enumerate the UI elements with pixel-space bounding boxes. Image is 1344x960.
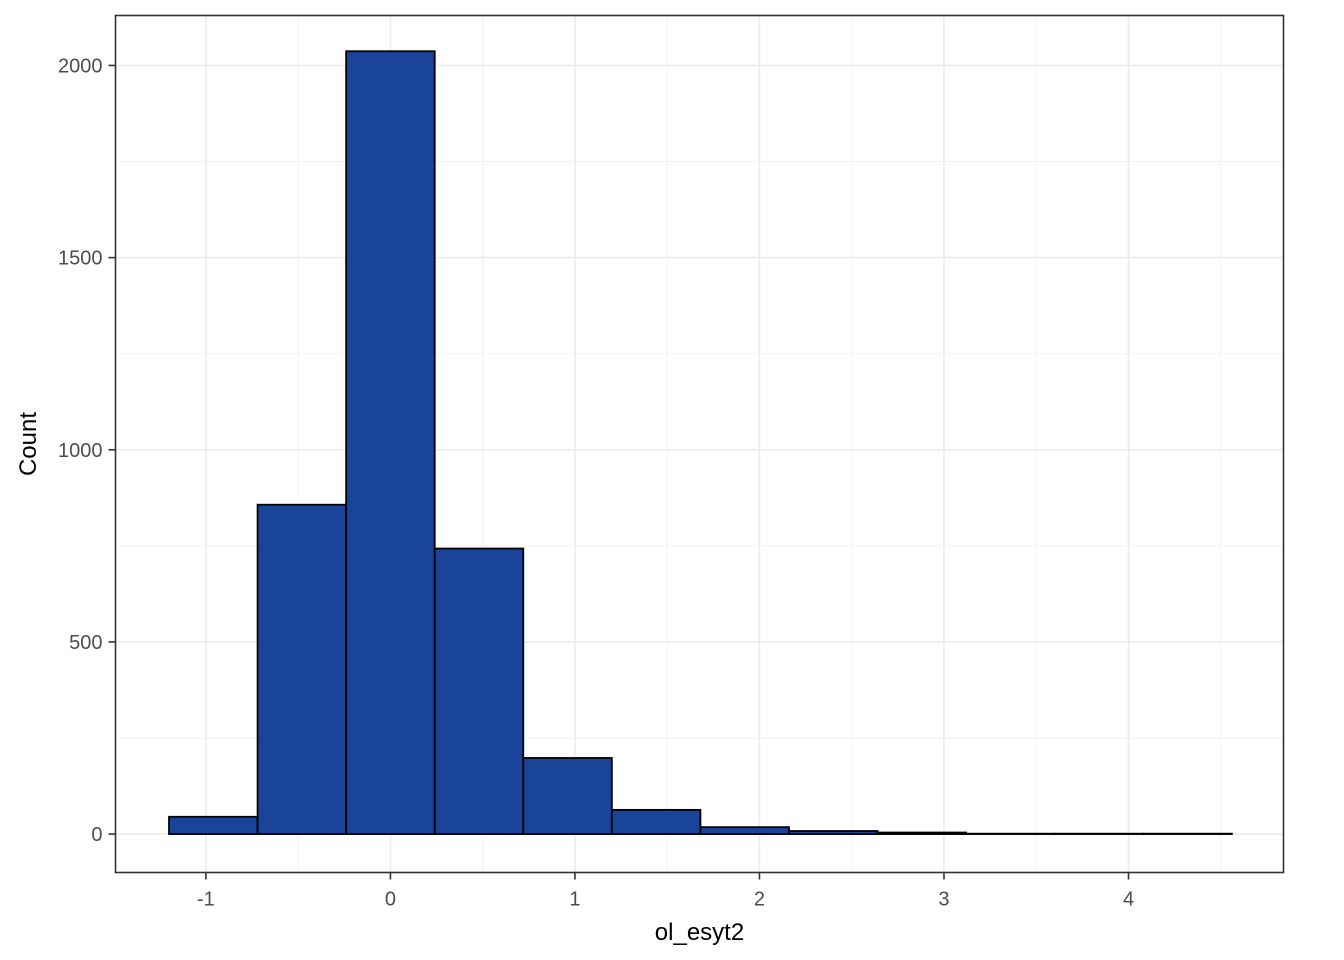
x-axis-title: ol_esyt2 <box>655 919 744 946</box>
x-tick-label: 4 <box>1123 889 1134 911</box>
y-axis-title: Count <box>15 412 42 476</box>
histogram-bar-9 <box>876 831 968 835</box>
y-axis: 0 500 1000 1500 2000 <box>58 55 116 846</box>
histogram-bar-7 <box>699 826 790 835</box>
x-axis: -1 0 1 2 3 4 <box>197 872 1134 911</box>
x-tick-label: 0 <box>385 889 396 911</box>
y-tick-label: 0 <box>91 824 102 846</box>
histogram-bar-5 <box>522 757 613 835</box>
x-tick-label: 3 <box>938 889 949 911</box>
panel-border <box>114 14 1285 874</box>
histogram-bar-4 <box>433 547 525 835</box>
histogram-bars <box>168 50 1233 835</box>
histogram-bar-1 <box>168 815 259 835</box>
histogram-bar-3 <box>345 50 436 835</box>
x-tick-label: -1 <box>197 889 215 911</box>
y-tick-label: 500 <box>69 632 102 654</box>
histogram-bar-2 <box>256 503 348 835</box>
histogram-bar-6 <box>610 808 702 835</box>
histogram-bar-8 <box>788 830 879 835</box>
y-tick-label: 1000 <box>58 440 103 462</box>
y-tick-label: 1500 <box>58 248 103 270</box>
x-tick-label: 1 <box>569 889 580 911</box>
x-tick-label: 2 <box>754 889 765 911</box>
y-tick-label: 2000 <box>58 55 103 77</box>
